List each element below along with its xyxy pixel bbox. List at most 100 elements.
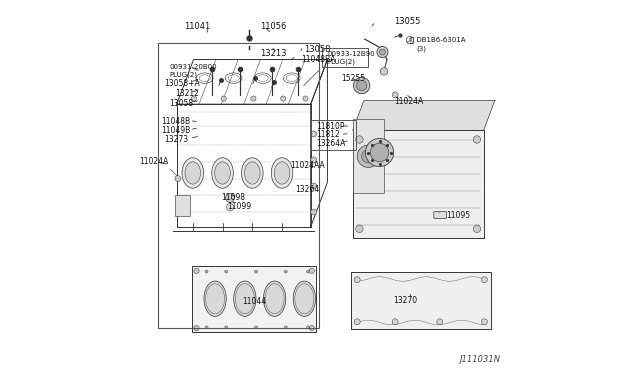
Circle shape <box>191 96 196 101</box>
Ellipse shape <box>234 281 256 316</box>
Circle shape <box>310 183 317 189</box>
Circle shape <box>307 270 310 273</box>
Circle shape <box>255 270 257 273</box>
Text: 11099: 11099 <box>227 202 251 211</box>
Circle shape <box>473 136 481 143</box>
Text: 11024A: 11024A <box>139 157 168 166</box>
Circle shape <box>353 77 370 94</box>
Bar <box>158 43 319 328</box>
Text: PLUG(2): PLUG(2) <box>328 58 355 65</box>
Text: 13264: 13264 <box>294 185 319 194</box>
Circle shape <box>225 193 234 202</box>
Ellipse shape <box>244 162 260 184</box>
Text: 11044: 11044 <box>242 297 266 306</box>
Text: 13058: 13058 <box>170 99 193 108</box>
Circle shape <box>255 326 257 329</box>
Text: 11098: 11098 <box>221 193 245 202</box>
Circle shape <box>205 326 208 329</box>
Text: PLUG(2): PLUG(2) <box>170 71 197 78</box>
Circle shape <box>284 270 287 273</box>
Circle shape <box>227 203 234 211</box>
Ellipse shape <box>264 281 286 316</box>
Ellipse shape <box>215 162 230 184</box>
Bar <box>175 195 190 216</box>
Circle shape <box>251 96 256 101</box>
Text: 13058: 13058 <box>305 45 331 54</box>
Text: R: R <box>408 38 412 43</box>
Bar <box>353 119 385 193</box>
Ellipse shape <box>293 281 316 316</box>
Circle shape <box>309 326 314 331</box>
Circle shape <box>309 268 314 273</box>
Circle shape <box>225 270 228 273</box>
Circle shape <box>362 150 375 163</box>
Circle shape <box>307 326 310 329</box>
Circle shape <box>310 209 317 215</box>
Text: 11041: 11041 <box>184 22 211 31</box>
FancyBboxPatch shape <box>434 212 447 218</box>
Text: 13212: 13212 <box>175 89 199 98</box>
Circle shape <box>280 96 286 101</box>
Text: 11812: 11812 <box>316 130 340 139</box>
Bar <box>312 120 356 150</box>
Circle shape <box>365 138 394 167</box>
Ellipse shape <box>185 162 200 184</box>
Text: 11048B: 11048B <box>161 117 190 126</box>
Text: 11095: 11095 <box>447 211 470 220</box>
Text: J111031N: J111031N <box>460 355 500 364</box>
Ellipse shape <box>204 281 227 316</box>
Text: 11048BA: 11048BA <box>301 55 336 64</box>
Text: Ⓡ DB1B6-6301A: Ⓡ DB1B6-6301A <box>410 37 465 44</box>
Bar <box>322 48 369 67</box>
Circle shape <box>194 268 199 273</box>
Circle shape <box>356 136 363 143</box>
Text: 13058+A: 13058+A <box>164 79 200 88</box>
Circle shape <box>221 96 227 101</box>
Text: 13055: 13055 <box>394 17 420 26</box>
Polygon shape <box>353 100 495 130</box>
Ellipse shape <box>275 162 290 184</box>
Circle shape <box>194 326 199 331</box>
Circle shape <box>357 145 380 167</box>
Text: 13213: 13213 <box>260 49 286 58</box>
Ellipse shape <box>212 158 234 188</box>
Text: 13270: 13270 <box>394 296 418 305</box>
Ellipse shape <box>241 158 263 188</box>
Text: 11056: 11056 <box>260 22 287 31</box>
Text: 00933-12B90: 00933-12B90 <box>328 51 375 57</box>
Circle shape <box>437 319 443 325</box>
Text: 00931-20B00: 00931-20B00 <box>170 64 217 70</box>
Circle shape <box>481 319 488 325</box>
Text: 13264A: 13264A <box>316 139 346 148</box>
Text: 13273: 13273 <box>164 135 188 144</box>
Circle shape <box>310 131 317 137</box>
Circle shape <box>392 92 398 98</box>
Text: 11810P: 11810P <box>316 122 345 131</box>
Polygon shape <box>353 130 484 238</box>
Text: (3): (3) <box>417 45 427 52</box>
Circle shape <box>377 46 388 58</box>
Circle shape <box>392 319 398 325</box>
Circle shape <box>225 326 228 329</box>
Circle shape <box>354 319 360 325</box>
Text: 11049B: 11049B <box>161 126 190 135</box>
Circle shape <box>284 326 287 329</box>
Circle shape <box>354 277 360 283</box>
Circle shape <box>205 270 208 273</box>
Text: 11024AA: 11024AA <box>291 161 325 170</box>
Text: 15255: 15255 <box>342 74 365 83</box>
Polygon shape <box>351 272 491 329</box>
Circle shape <box>356 80 367 91</box>
Circle shape <box>356 225 363 232</box>
Circle shape <box>481 277 488 283</box>
Polygon shape <box>191 266 316 332</box>
Circle shape <box>303 96 308 101</box>
Circle shape <box>175 176 181 182</box>
Ellipse shape <box>271 158 293 188</box>
Circle shape <box>370 143 389 162</box>
Circle shape <box>380 49 385 55</box>
Text: 11024A: 11024A <box>394 97 424 106</box>
Ellipse shape <box>182 158 204 188</box>
Circle shape <box>473 225 481 232</box>
Circle shape <box>380 68 388 75</box>
